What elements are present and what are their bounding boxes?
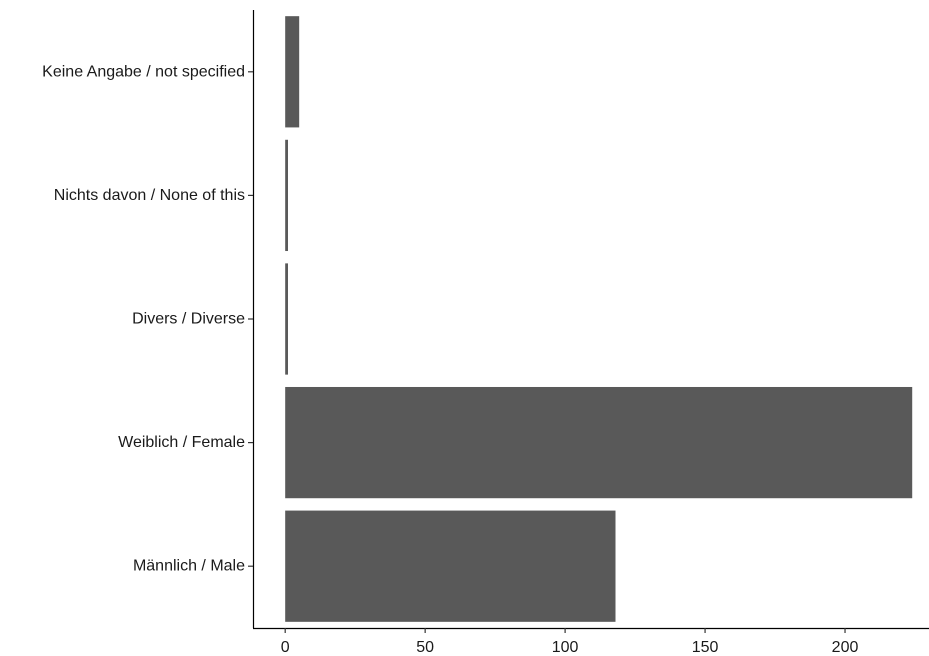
x-axis-ticks: 0 50 100 150 200 bbox=[281, 628, 859, 656]
x-tick-label: 100 bbox=[552, 639, 579, 656]
y-axis-ticks: Männlich / Male Weiblich / Female Divers /… bbox=[42, 63, 253, 575]
x-tick-label: 200 bbox=[832, 639, 859, 656]
y-tick-label: Nichts davon / None of this bbox=[54, 187, 245, 204]
y-tick-label: Keine Angabe / not specified bbox=[42, 63, 245, 80]
bar bbox=[285, 139, 288, 252]
bar bbox=[285, 16, 300, 128]
y-tick-label: Männlich / Male bbox=[133, 558, 245, 575]
bar bbox=[285, 386, 913, 499]
bar bbox=[285, 263, 288, 375]
y-tick-label: Weiblich / Female bbox=[118, 434, 245, 451]
x-tick-label: 0 bbox=[281, 639, 290, 656]
x-tick-label: 50 bbox=[416, 639, 434, 656]
x-tick-label: 150 bbox=[692, 639, 719, 656]
bars-group bbox=[285, 16, 913, 622]
bar bbox=[285, 510, 616, 622]
y-tick-label: Divers / Diverse bbox=[132, 311, 245, 328]
